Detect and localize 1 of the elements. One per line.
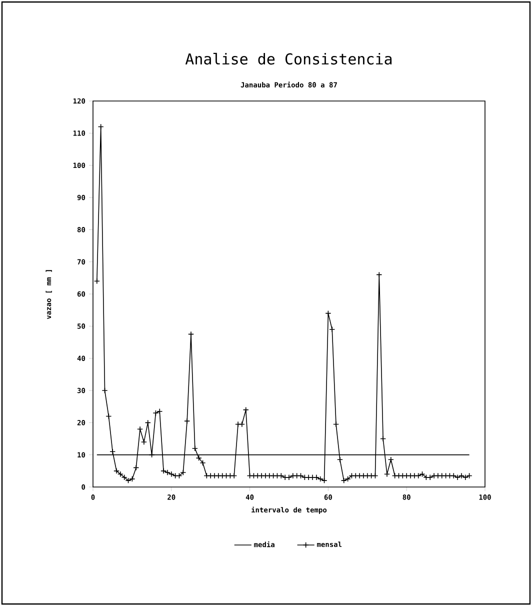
chart-title: Analise de Consistencia <box>185 52 392 65</box>
